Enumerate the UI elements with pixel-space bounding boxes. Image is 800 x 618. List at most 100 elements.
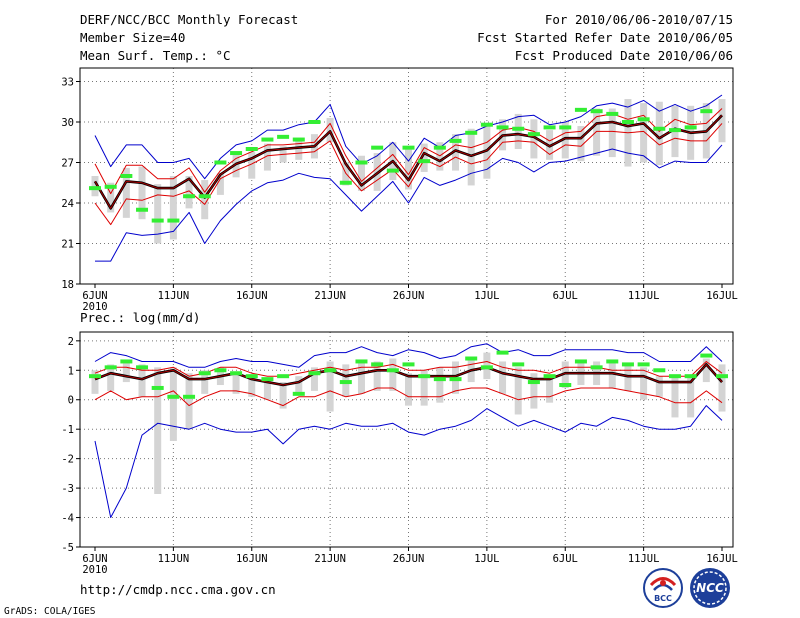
observed-marker <box>324 368 337 373</box>
ensemble-box <box>357 361 365 394</box>
observed-marker <box>261 377 274 382</box>
bcc-logo-text: BCC <box>654 594 672 603</box>
x-tick-label: 21JUN <box>314 553 346 565</box>
observed-marker <box>198 194 211 199</box>
y-tick-label: -5 <box>61 542 74 554</box>
observed-marker <box>198 371 211 376</box>
observed-marker <box>574 359 587 364</box>
ensemble-box <box>138 364 146 397</box>
ensemble-box <box>624 364 632 391</box>
observed-marker <box>292 137 305 142</box>
y-tick-label: -3 <box>61 483 74 495</box>
ensemble-box <box>561 361 569 388</box>
x-tick-label: 6JUL <box>553 553 578 565</box>
x-tick-label: 11JUN <box>158 553 190 565</box>
ensemble-box <box>655 101 663 166</box>
observed-marker <box>574 107 587 112</box>
observed-marker <box>104 184 117 189</box>
ensemble-box <box>436 142 444 171</box>
x-tick-year-label: 2010 <box>82 564 107 576</box>
observed-marker <box>684 125 697 130</box>
observed-marker <box>465 356 478 361</box>
x-tick-label: 16JUL <box>706 290 738 302</box>
ensemble-box <box>310 367 318 391</box>
ensemble-box <box>671 376 679 418</box>
observed-marker <box>136 207 149 212</box>
observed-marker <box>637 117 650 122</box>
observed-marker <box>418 374 431 379</box>
observed-marker <box>653 368 666 373</box>
ensemble-box <box>154 184 162 244</box>
series-min-line <box>94 405 723 518</box>
observed-marker <box>89 186 101 191</box>
observed-marker <box>559 125 572 130</box>
series-min-line <box>95 144 723 262</box>
ensemble-box <box>263 379 271 400</box>
observed-marker <box>151 385 164 390</box>
ensemble-box <box>91 370 99 394</box>
x-tick-label: 26JUN <box>393 290 425 302</box>
observed-marker <box>668 128 681 133</box>
ensemble-box <box>561 122 569 159</box>
y-tick-label: 1 <box>68 365 74 377</box>
ensemble-box <box>169 367 177 441</box>
x-tick-label: 1JUL <box>474 553 499 565</box>
y-tick-label: -2 <box>61 454 74 466</box>
observed-marker <box>433 145 446 150</box>
observed-marker <box>277 374 290 379</box>
x-tick-label: 26JUN <box>393 553 425 565</box>
observed-marker <box>527 132 540 137</box>
ensemble-box <box>373 361 381 391</box>
forecast-started-date: Fcst Started Refer Date 2010/06/05 <box>477 30 733 45</box>
series-lower-line <box>94 123 723 226</box>
ensemble-box <box>295 376 303 394</box>
variable-label: Mean Surf. Temp.: °C <box>80 48 231 63</box>
ensemble-box <box>514 367 522 415</box>
ensemble-box <box>546 376 554 403</box>
ensemble-box <box>91 176 99 197</box>
x-tick-label: 6JUL <box>553 290 578 302</box>
ensemble-box <box>718 364 726 412</box>
observed-marker <box>371 145 384 150</box>
x-tick-label: 11JUL <box>628 290 660 302</box>
ensemble-box <box>467 128 475 186</box>
ensemble-box <box>279 382 287 409</box>
observed-marker <box>386 168 399 173</box>
ensemble-box <box>452 134 460 171</box>
y-tick-label: 30 <box>61 117 74 129</box>
ensemble-box <box>530 373 538 409</box>
observed-marker <box>151 218 164 223</box>
x-tick-label: 21JUN <box>314 290 346 302</box>
plot-frame <box>79 67 734 285</box>
ensemble-box <box>514 113 522 149</box>
ensemble-box <box>702 358 710 383</box>
observed-marker <box>433 377 446 382</box>
x-tick-label: 16JUN <box>236 553 268 565</box>
precip-panel-title: Prec.: log(mm/d) <box>80 310 200 325</box>
observed-marker <box>480 122 493 127</box>
x-tick-label: 16JUL <box>706 553 738 565</box>
observed-marker <box>543 125 556 130</box>
ensemble-box <box>295 140 303 160</box>
observed-marker <box>167 218 180 223</box>
ensemble-box <box>185 176 193 209</box>
ensemble-box <box>248 376 256 397</box>
observed-marker <box>292 391 305 396</box>
observed-marker <box>496 350 509 355</box>
observed-marker <box>480 365 493 370</box>
observed-marker <box>716 374 728 379</box>
observed-marker <box>402 362 415 367</box>
observed-marker <box>449 138 462 143</box>
ensemble-box <box>169 176 177 240</box>
figure-title: DERF/NCC/BCC Monthly Forecast <box>80 12 298 27</box>
y-tick-label: -4 <box>61 513 74 525</box>
observed-marker <box>700 353 713 358</box>
observed-marker <box>559 383 572 388</box>
observed-marker <box>668 374 681 379</box>
observed-marker <box>543 374 556 379</box>
ensemble-box <box>138 166 146 220</box>
ensemble-box <box>201 180 209 220</box>
observed-marker <box>637 362 650 367</box>
ensemble-box <box>420 143 428 172</box>
member-size: Member Size=40 <box>80 30 185 45</box>
